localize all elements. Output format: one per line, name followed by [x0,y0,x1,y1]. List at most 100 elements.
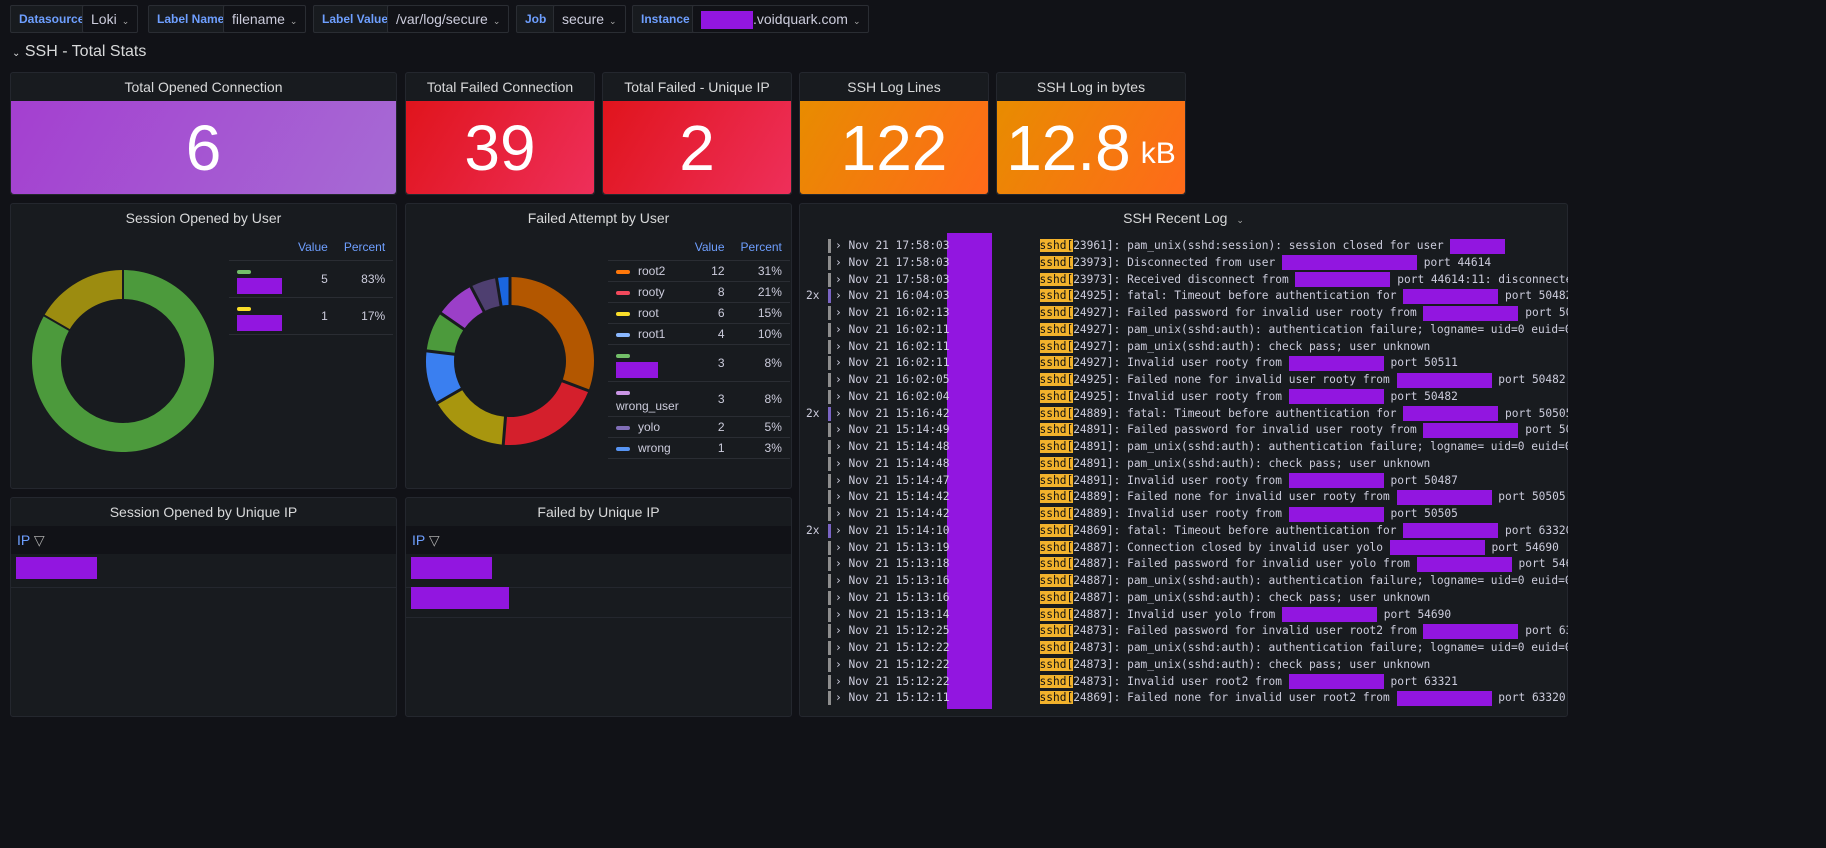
percent-header[interactable]: Percent [335,238,394,261]
legend-item[interactable]: 5 83% [229,260,394,298]
chevron-right-icon[interactable]: › [835,590,842,604]
donut-slice[interactable] [31,270,214,452]
redacted-block [1403,288,1499,304]
log-line[interactable]: › Nov 21 15:12:25 sshd[24873]: Failed pas… [806,623,1568,640]
label-value-select[interactable]: /var/log/secure ⌄ [387,5,510,33]
log-app-highlight: sshd[ [1039,373,1074,386]
chevron-right-icon[interactable]: › [835,406,842,420]
chevron-right-icon[interactable]: › [835,373,842,386]
job-label: Job [516,5,556,33]
log-timestamp: Nov 21 15:12:22 [848,657,950,671]
chevron-right-icon[interactable]: › [835,507,842,520]
log-line[interactable]: › Nov 21 15:13:16 sshd[24887]: pam_unix(s… [806,573,1568,590]
chevron-right-icon[interactable]: › [835,306,842,319]
legend-item[interactable]: wrong 1 3% [608,437,790,459]
chevron-right-icon[interactable]: › [835,339,842,353]
log-line[interactable]: › Nov 21 15:14:42 sshd[24889]: Failed non… [806,489,1568,506]
log-line[interactable]: › Nov 21 15:12:11 sshd[24869]: Failed non… [806,690,1568,707]
chevron-right-icon[interactable]: › [835,657,842,671]
legend-item[interactable]: root 6 15% [608,302,790,324]
legend-item[interactable]: root1 4 10% [608,323,790,345]
chevron-right-icon[interactable]: › [835,624,842,638]
donut-slice[interactable] [504,382,588,445]
donut-slice[interactable] [441,287,483,328]
instance-select[interactable]: .voidquark.com ⌄ [692,5,870,33]
legend-item[interactable]: wrong_user 3 8% [608,381,790,417]
ip-column-header[interactable]: IP ▽ [406,526,791,554]
log-line[interactable]: › Nov 21 15:13:19 sshd[24887]: Connection… [806,540,1568,557]
log-line[interactable]: 2x › Nov 21 16:04:03 sshd[24925]: fatal: T… [806,288,1568,305]
chevron-right-icon[interactable]: › [835,389,842,403]
chevron-right-icon[interactable]: › [835,641,842,654]
chevron-right-icon[interactable]: › [835,490,842,504]
chevron-right-icon[interactable]: › [835,523,842,537]
legend-item[interactable]: yolo 2 5% [608,416,790,438]
donut-slice[interactable] [498,277,509,306]
log-line[interactable]: › Nov 21 15:12:22 sshd[24873]: pam_unix(s… [806,640,1568,657]
log-line[interactable]: › Nov 21 15:13:16 sshd[24887]: pam_unix(s… [806,590,1568,607]
chevron-right-icon[interactable]: › [835,540,842,554]
chevron-right-icon[interactable]: › [835,607,842,621]
chevron-right-icon[interactable]: › [835,322,842,336]
log-line[interactable]: › Nov 21 17:58:03 sshd[23973]: Disconnect… [806,255,1568,272]
log-line[interactable]: › Nov 21 16:02:11 sshd[24927]: pam_unix(s… [806,322,1568,339]
log-line[interactable]: › Nov 21 16:02:04 sshd[24925]: Invalid us… [806,389,1568,406]
chevron-right-icon[interactable]: › [835,239,842,252]
log-line[interactable]: › Nov 21 15:12:22 sshd[24873]: pam_unix(s… [806,657,1568,674]
donut-slice[interactable] [438,390,505,445]
donut-slice[interactable] [511,277,594,390]
panel-title[interactable]: SSH Recent Log ⌄ [800,210,1567,226]
log-line[interactable]: › Nov 21 16:02:05 sshd[24925]: Failed non… [806,372,1568,389]
chevron-right-icon[interactable]: › [835,272,842,286]
ip-column-header[interactable]: IP ▽ [11,526,396,554]
legend-item[interactable]: 1 17% [229,297,394,335]
donut-slice[interactable] [426,314,464,353]
ip-header-text: IP [412,532,425,548]
log-line[interactable]: › Nov 21 15:13:18 sshd[24887]: Failed pas… [806,556,1568,573]
log-line[interactable]: › Nov 21 15:14:42 sshd[24889]: Invalid us… [806,506,1568,523]
chevron-right-icon[interactable]: › [835,574,842,587]
log-line[interactable]: › Nov 21 15:14:48 sshd[24891]: pam_unix(s… [806,439,1568,456]
value-header[interactable]: Value [290,238,336,261]
table-row [11,554,396,588]
chevron-right-icon[interactable]: › [835,691,842,705]
log-line[interactable]: › Nov 21 16:02:13 sshd[24927]: Failed pas… [806,305,1568,322]
log-line[interactable]: › Nov 21 15:12:22 sshd[24873]: Invalid us… [806,674,1568,691]
chevron-right-icon[interactable]: › [835,440,842,453]
log-line[interactable]: 2x › Nov 21 15:16:42 sshd[24889]: fatal: T… [806,406,1568,423]
chevron-right-icon[interactable]: › [835,423,842,437]
log-line[interactable]: › Nov 21 15:13:14 sshd[24887]: Invalid us… [806,607,1568,624]
log-line[interactable]: › Nov 21 16:02:11 sshd[24927]: pam_unix(s… [806,339,1568,356]
chevron-right-icon[interactable]: › [835,456,842,470]
legend-item[interactable]: rooty 8 21% [608,281,790,303]
chevron-right-icon[interactable]: › [835,255,842,269]
datasource-select[interactable]: Loki ⌄ [82,5,139,33]
donut-slice[interactable] [44,270,123,330]
log-app-highlight: sshd[ [1039,557,1074,571]
filter-icon[interactable]: ▽ [428,532,440,548]
log-line[interactable]: › Nov 21 16:02:11 sshd[24927]: Invalid us… [806,355,1568,372]
log-line[interactable]: › Nov 21 17:58:03 sshd[23961]: pam_unix(s… [806,238,1568,255]
chevron-right-icon[interactable]: › [835,289,842,303]
log-timestamp: Nov 21 16:02:11 [848,356,950,370]
job-select[interactable]: secure ⌄ [553,5,626,33]
log-line[interactable]: › Nov 21 15:14:47 sshd[24891]: Invalid us… [806,473,1568,490]
log-app-highlight: sshd[ [1039,523,1074,537]
donut-slice[interactable] [426,352,461,402]
filter-icon[interactable]: ▽ [33,532,45,548]
value-header[interactable]: Value [686,238,733,261]
donut-slice[interactable] [472,278,500,311]
chevron-right-icon[interactable]: › [835,557,842,571]
percent-header[interactable]: Percent [732,238,790,261]
row-title[interactable]: ⌄ SSH - Total Stats [12,43,146,61]
log-line[interactable]: › Nov 21 15:14:48 sshd[24891]: pam_unix(s… [806,456,1568,473]
chevron-right-icon[interactable]: › [835,356,842,370]
log-line[interactable]: › Nov 21 15:14:49 sshd[24891]: Failed pas… [806,422,1568,439]
log-line[interactable]: › Nov 21 17:58:03 sshd[23973]: Received d… [806,272,1568,289]
label-name-select[interactable]: filename ⌄ [223,5,307,33]
chevron-right-icon[interactable]: › [835,473,842,487]
log-line[interactable]: 2x › Nov 21 15:14:10 sshd[24869]: fatal: T… [806,523,1568,540]
chevron-right-icon[interactable]: › [835,674,842,688]
legend-item[interactable]: root2 12 31% [608,260,790,282]
legend-item[interactable]: 3 8% [608,344,790,382]
